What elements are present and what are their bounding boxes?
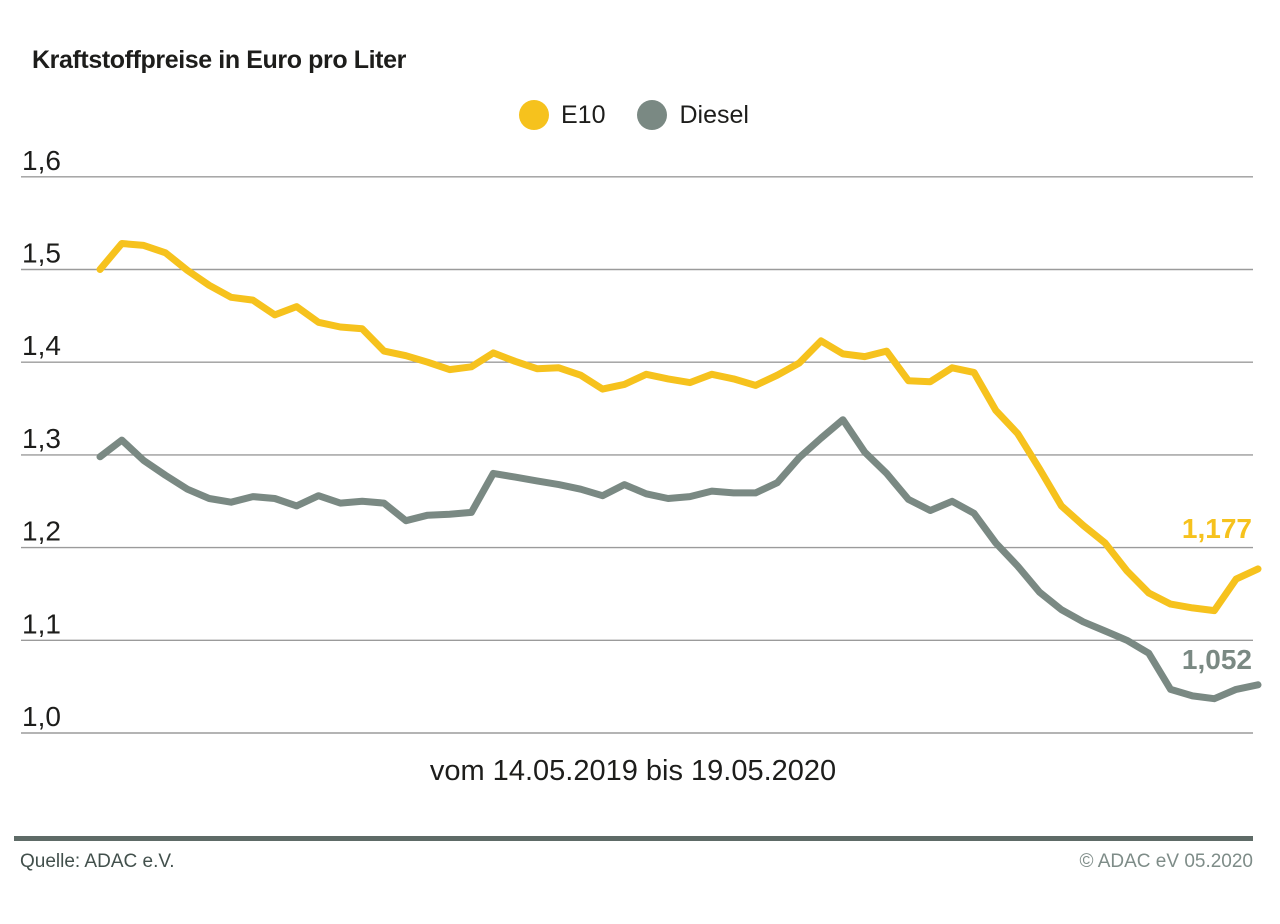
legend: E10 Diesel bbox=[519, 100, 749, 130]
y-tick-label: 1,2 bbox=[22, 516, 61, 547]
y-tick-label: 1,5 bbox=[22, 238, 61, 269]
x-axis-label: vom 14.05.2019 bis 19.05.2020 bbox=[429, 755, 837, 787]
source-text: Quelle: ADAC e.V. bbox=[20, 851, 175, 872]
legend-item-diesel: Diesel bbox=[637, 100, 749, 130]
legend-label-e10: E10 bbox=[561, 101, 606, 129]
diesel-value-label: 1,052 bbox=[1182, 644, 1252, 675]
y-tick-label: 1,0 bbox=[22, 701, 61, 732]
y-tick-label: 1,6 bbox=[22, 145, 61, 176]
e10-line bbox=[96, 240, 1262, 615]
y-tick-label: 1,4 bbox=[22, 330, 61, 361]
y-tick-label: 1,1 bbox=[22, 608, 61, 639]
copyright-text: © ADAC eV 05.2020 bbox=[1079, 851, 1254, 872]
chart-title: Kraftstoffpreise in Euro pro Liter bbox=[32, 46, 406, 74]
e10-value-label: 1,177 bbox=[1182, 513, 1252, 544]
y-tick-label: 1,3 bbox=[22, 423, 61, 454]
legend-item-e10: E10 bbox=[519, 100, 605, 130]
diesel-swatch-icon bbox=[637, 100, 668, 130]
footer-divider bbox=[14, 836, 1253, 841]
legend-label-diesel: Diesel bbox=[679, 101, 749, 129]
e10-swatch-icon bbox=[519, 100, 549, 130]
diesel-line bbox=[96, 416, 1262, 703]
